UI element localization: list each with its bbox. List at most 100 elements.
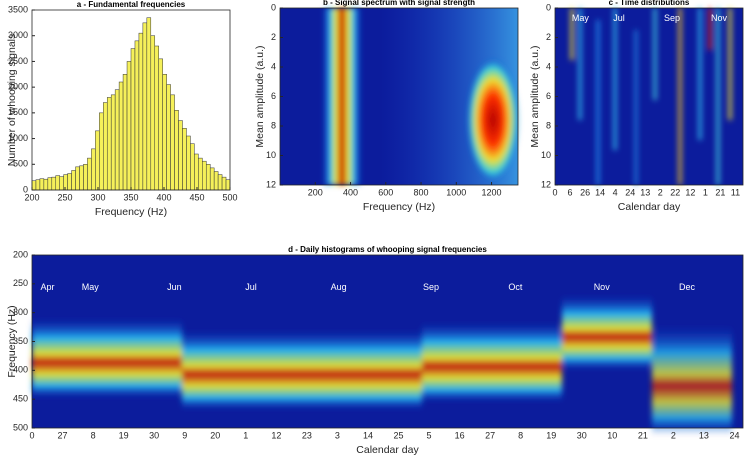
bar [55,175,60,191]
y-tick-label: 0 [271,2,276,12]
y-axis-label: Frequency (Hz) [6,305,18,377]
bar [182,128,187,191]
bar [31,180,37,191]
month-label: Jul [245,282,257,292]
bar [186,135,191,191]
y-tick-label: 2500 [8,56,28,66]
heatmap-band [322,8,362,185]
y-tick-label: 1000 [8,133,28,143]
x-tick-label: 1 [243,430,248,440]
month-label: Jun [167,282,182,292]
x-tick-label: 20 [210,430,220,440]
bar [213,171,219,191]
bar [79,165,84,191]
month-label: May [572,13,590,23]
heatmap-bg [555,8,743,185]
x-tick-label: 13 [699,430,709,440]
x-tick-label: 4 [613,187,618,197]
x-tick-label: 5 [427,430,432,440]
bar [198,157,203,191]
month-label: Nov [594,282,611,292]
bar [91,148,96,191]
x-tick-label: 300 [90,192,105,202]
x-tick-label: 13 [640,187,650,197]
x-axis-label: Frequency (Hz) [363,201,435,213]
month-label: Sep [664,13,680,23]
panel-d-heatmap [32,255,743,435]
bar [95,130,100,191]
y-tick-label: 0 [546,2,551,12]
month-label: Jul [613,13,625,23]
x-tick-label: 12 [271,430,281,440]
x-tick-label: 200 [308,187,323,197]
y-tick-label: 6 [546,91,551,101]
x-tick-label: 21 [638,430,648,440]
bar [209,167,215,191]
bar [114,89,120,191]
y-tick-label: 3000 [8,30,28,40]
axes-frame [31,254,744,429]
y-tick-label: 500 [13,422,28,432]
y-tick-label: 350 [13,336,28,346]
bar [217,174,223,191]
bar [174,110,179,191]
x-tick-label: 27 [58,430,68,440]
bar [190,143,195,191]
x-tick-label: 400 [343,187,358,197]
x-tick-label: 2 [671,430,676,440]
x-tick-label: 21 [715,187,725,197]
x-tick-label: 30 [577,430,587,440]
x-tick-label: 0 [29,430,34,440]
x-tick-label: 6 [568,187,573,197]
y-tick-label: 1500 [8,107,28,117]
x-tick-label: 12 [685,187,695,197]
bar [106,97,112,191]
y-tick-label: 10 [541,150,551,160]
y-tick-label: 450 [13,394,28,404]
bar [51,176,57,191]
month-label: Aug [331,282,347,292]
y-tick-label: 0 [23,184,28,194]
x-tick-label: 11 [731,187,740,197]
bar [47,177,53,191]
x-axis-label: Calendar day [356,444,419,455]
bar [122,74,128,191]
bar [67,173,72,191]
month-label: Apr [41,282,55,292]
bar [205,164,211,191]
x-tick-label: 8 [91,430,96,440]
bar [130,48,136,191]
y-tick-label: 12 [266,179,276,189]
x-tick-label: 19 [546,430,556,440]
y-tick-label: 400 [13,365,28,375]
y-tick-label: 2 [546,32,551,42]
x-axis-label: Calendar day [618,201,681,213]
x-tick-label: 0 [552,187,557,197]
x-tick-label: 23 [302,430,312,440]
bar [35,179,41,191]
heatmap-streaks [570,8,732,185]
x-tick-label: 1200 [482,187,502,197]
month-label: Nov [711,13,728,23]
y-tick-label: 200 [13,249,28,259]
x-tick-label: 27 [485,430,495,440]
bar [87,157,92,191]
y-tick-label: 2000 [8,82,28,92]
chart-title: b - Signal spectrum with signal strength [323,0,475,7]
x-tick-label: 1 [703,187,708,197]
chart-title: d - Daily histograms of whooping signal … [288,245,487,254]
heatmap-blob [467,58,519,182]
bar [194,153,199,191]
bar [162,74,167,191]
y-axis-label: Mean amplitude (a.u.) [254,45,266,147]
bar [138,32,144,191]
bar [110,94,116,191]
month-label: Sep [423,282,439,292]
y-tick-label: 8 [271,120,276,130]
x-tick-label: 2 [658,187,663,197]
x-tick-label: 1000 [446,187,466,197]
y-tick-label: 8 [546,120,551,130]
bar [59,176,64,191]
chart-title: a - Fundamental frequencies [77,0,186,9]
